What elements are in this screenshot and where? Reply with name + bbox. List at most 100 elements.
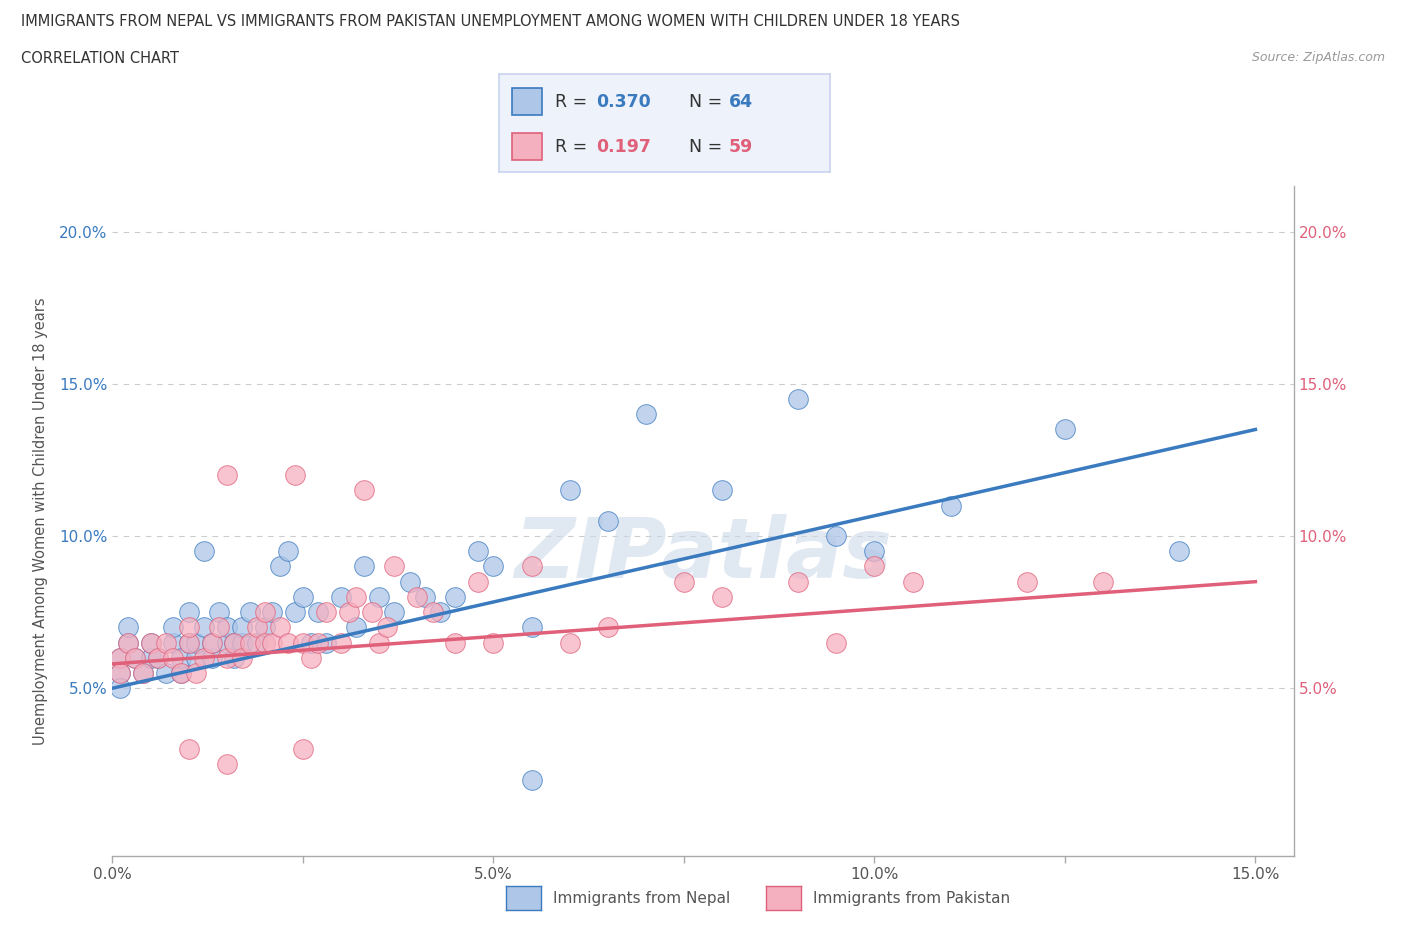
Point [253, 604, 276, 619]
Point [117, 635, 139, 650]
Text: ZIPatlas: ZIPatlas [515, 513, 891, 595]
Point [231, 635, 253, 650]
Point [170, 650, 193, 665]
Point [330, 635, 353, 650]
Point [467, 574, 489, 589]
Point [863, 559, 886, 574]
Point [132, 666, 155, 681]
Point [108, 666, 131, 681]
Point [139, 635, 162, 650]
Point [672, 574, 695, 589]
Point [291, 635, 314, 650]
Text: 64: 64 [728, 93, 752, 111]
Point [277, 544, 299, 559]
Text: 0.197: 0.197 [596, 138, 651, 155]
Point [368, 635, 391, 650]
Text: 0.370: 0.370 [596, 93, 651, 111]
Point [224, 635, 246, 650]
Point [239, 604, 262, 619]
Point [170, 666, 193, 681]
FancyBboxPatch shape [512, 88, 543, 115]
Point [344, 620, 367, 635]
Point [108, 650, 131, 665]
Point [284, 468, 307, 483]
Point [148, 650, 170, 665]
Point [215, 757, 238, 772]
Point [224, 650, 246, 665]
Point [825, 635, 848, 650]
Point [520, 559, 543, 574]
Point [558, 635, 581, 650]
Text: IMMIGRANTS FROM NEPAL VS IMMIGRANTS FROM PAKISTAN UNEMPLOYMENT AMONG WOMEN WITH : IMMIGRANTS FROM NEPAL VS IMMIGRANTS FROM… [21, 14, 960, 29]
Point [108, 681, 131, 696]
Point [177, 635, 200, 650]
Point [787, 392, 810, 406]
Point [520, 620, 543, 635]
Point [170, 666, 193, 681]
Point [277, 635, 299, 650]
Point [863, 544, 886, 559]
Point [330, 590, 353, 604]
Point [224, 635, 246, 650]
Point [291, 741, 314, 756]
Point [1168, 544, 1191, 559]
Point [231, 650, 253, 665]
Point [1053, 422, 1076, 437]
Point [177, 741, 200, 756]
Point [375, 620, 398, 635]
Point [124, 650, 146, 665]
Point [711, 483, 734, 498]
Text: N =: N = [689, 138, 728, 155]
Point [215, 635, 238, 650]
Point [1092, 574, 1115, 589]
Point [269, 559, 291, 574]
Point [307, 635, 329, 650]
Point [186, 666, 208, 681]
Point [231, 620, 253, 635]
Point [215, 468, 238, 483]
Point [215, 650, 238, 665]
Text: Immigrants from Pakistan: Immigrants from Pakistan [813, 891, 1010, 906]
Text: Source: ZipAtlas.com: Source: ZipAtlas.com [1251, 51, 1385, 64]
Point [155, 635, 177, 650]
Point [939, 498, 962, 513]
Point [467, 544, 489, 559]
Point [520, 772, 543, 787]
Point [177, 620, 200, 635]
Point [200, 635, 222, 650]
Point [299, 635, 322, 650]
Point [186, 635, 208, 650]
Y-axis label: Unemployment Among Women with Children Under 18 years: Unemployment Among Women with Children U… [34, 297, 48, 745]
Point [193, 620, 215, 635]
Point [337, 604, 360, 619]
Point [124, 650, 146, 665]
Point [253, 635, 276, 650]
Point [148, 650, 170, 665]
Point [162, 635, 184, 650]
Point [215, 620, 238, 635]
Point [344, 590, 367, 604]
Text: N =: N = [689, 93, 728, 111]
Point [139, 650, 162, 665]
Point [360, 604, 382, 619]
Point [444, 590, 467, 604]
Point [291, 590, 314, 604]
Point [162, 650, 184, 665]
Point [262, 604, 284, 619]
Point [422, 604, 444, 619]
Point [139, 635, 162, 650]
Point [482, 635, 505, 650]
Point [406, 590, 429, 604]
Point [353, 559, 375, 574]
Point [787, 574, 810, 589]
Point [384, 559, 406, 574]
Point [269, 620, 291, 635]
Point [596, 620, 619, 635]
Point [193, 650, 215, 665]
Point [253, 620, 276, 635]
Point [1015, 574, 1038, 589]
Point [901, 574, 924, 589]
Point [200, 650, 222, 665]
Point [132, 666, 155, 681]
Point [246, 620, 269, 635]
